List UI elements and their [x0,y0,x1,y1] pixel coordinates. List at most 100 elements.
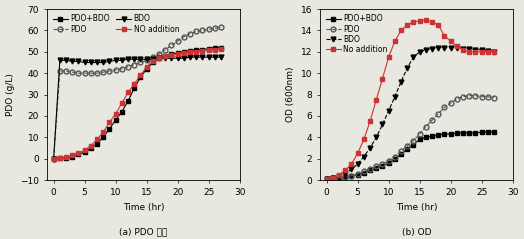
PDO+BDO [88,147,94,149]
PDO [199,29,205,32]
PDO+BDO [193,48,200,51]
PDO [57,70,63,72]
PDO [410,139,417,142]
NO addition [131,82,137,85]
No addition [454,45,460,48]
BDO [218,56,224,59]
BDO [404,66,410,69]
Line: BDO: BDO [51,55,224,161]
PDO+BDO [199,48,205,51]
PDO+BDO [131,87,137,90]
PDO [355,172,361,175]
No addition [485,50,491,53]
BDO [131,58,137,61]
PDO [423,125,429,128]
BDO [162,57,168,60]
PDO [454,97,460,100]
BDO [330,176,336,179]
PDO [330,177,336,180]
No addition [323,178,330,180]
NO addition [156,57,162,60]
X-axis label: Time (hr): Time (hr) [123,203,165,212]
Y-axis label: OD (600nm): OD (600nm) [286,67,295,122]
PDO [491,96,497,99]
BDO [392,95,398,98]
PDO+BDO [361,171,367,174]
PDO+BDO [168,53,174,55]
PDO+BDO [447,133,454,136]
PDO [392,155,398,158]
PDO+BDO [342,175,348,178]
PDO [119,67,125,70]
PDO [386,159,392,162]
PDO+BDO [348,174,355,177]
Line: PDO: PDO [324,93,497,181]
NO addition [100,130,106,133]
NO addition [205,48,212,51]
PDO+BDO [144,67,150,70]
NO addition [94,138,100,141]
BDO [50,157,57,160]
PDO+BDO [417,138,423,141]
PDO [348,174,355,177]
PDO [379,163,386,165]
BDO [137,58,144,61]
BDO [119,59,125,62]
PDO [361,170,367,173]
No addition [373,98,379,101]
Text: (b) OD: (b) OD [402,228,431,237]
PDO+BDO [454,132,460,135]
PDO+BDO [392,157,398,160]
PDO+BDO [187,49,193,52]
BDO [398,80,404,83]
NO addition [50,157,57,160]
No addition [355,152,361,155]
BDO [181,57,187,60]
BDO [205,56,212,59]
PDO+BDO [355,173,361,176]
PDO+BDO [336,176,342,179]
PDO [417,133,423,136]
PDO+BDO [429,135,435,138]
PDO [404,144,410,147]
NO addition [82,149,88,152]
NO addition [113,112,119,115]
No addition [361,138,367,141]
PDO [472,94,478,97]
PDO+BDO [218,46,224,49]
PDO [100,71,106,74]
PDO [478,95,485,98]
NO addition [162,55,168,58]
No addition [410,21,417,23]
No addition [447,40,454,43]
NO addition [218,47,224,50]
PDO [435,112,441,115]
No addition [404,24,410,27]
PDO [447,102,454,104]
BDO [447,46,454,49]
PDO+BDO [113,119,119,122]
BDO [423,48,429,51]
PDO [125,65,131,68]
BDO [429,47,435,50]
PDO [82,72,88,75]
BDO [355,163,361,165]
PDO+BDO [156,57,162,60]
PDO+BDO [330,177,336,180]
No addition [478,50,485,53]
PDO [106,70,113,72]
PDO [144,59,150,62]
Legend: PDO+BDO, PDO, BDO, NO addition: PDO+BDO, PDO, BDO, NO addition [51,13,181,35]
PDO [342,175,348,178]
PDO+BDO [94,142,100,145]
BDO [168,57,174,60]
PDO [398,150,404,153]
BDO [454,46,460,49]
BDO [199,56,205,59]
BDO [144,58,150,61]
No addition [491,50,497,53]
BDO [106,60,113,63]
NO addition [187,50,193,53]
NO addition [106,121,113,124]
NO addition [137,74,144,77]
